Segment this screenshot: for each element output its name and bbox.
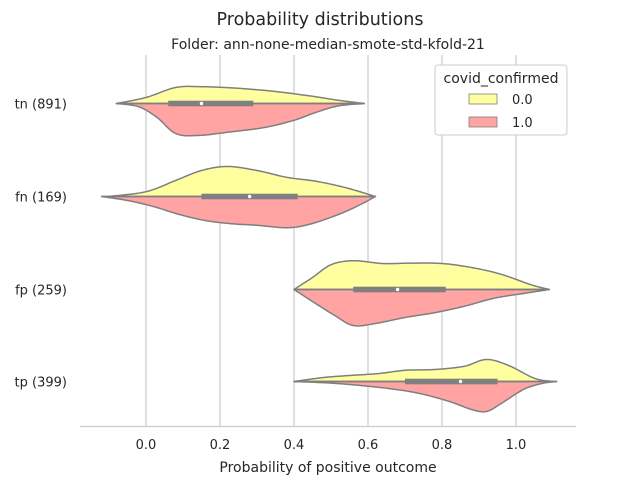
violin-0.0-1 — [108, 165, 377, 198]
inner-boxes — [101, 100, 557, 385]
category-label-1: fn (169) — [15, 191, 67, 206]
violin-1.0-1 — [100, 195, 377, 229]
legend-title: covid_confirmed — [444, 71, 559, 87]
inner-box-3 — [405, 378, 498, 385]
median-marker-1 — [247, 194, 252, 199]
inner-box-0 — [168, 100, 254, 107]
category-label-0: tn (891) — [15, 98, 67, 113]
x-tick-label-1: 0.2 — [210, 438, 231, 453]
legend-swatch-1 — [468, 116, 498, 128]
median-marker-2 — [395, 287, 400, 292]
legend-frame — [434, 64, 568, 136]
violin-0.0-0 — [115, 85, 366, 105]
x-tick-label-0: 0.0 — [136, 438, 157, 453]
legend-label-0: 0.0 — [512, 93, 533, 108]
x-tick-label-5: 1.0 — [506, 438, 527, 453]
violin-0.0-2 — [293, 259, 551, 291]
violin-1.0-0 — [115, 102, 366, 137]
x-tick-label-4: 0.8 — [432, 438, 453, 453]
legend-swatch-0 — [468, 93, 498, 105]
legend-label-1: 1.0 — [512, 116, 533, 131]
x-tick-label-2: 0.4 — [284, 438, 305, 453]
x-tick-label-3: 0.6 — [358, 438, 379, 453]
median-marker-3 — [458, 379, 463, 384]
y-tick-labels: tn (891) fn (169) fp (259) tp (399) — [15, 98, 67, 391]
category-label-2: fp (259) — [15, 284, 67, 299]
category-label-3: tp (399) — [15, 376, 67, 391]
x-tick-labels: 0.0 0.2 0.4 0.6 0.8 1.0 — [136, 438, 527, 453]
violin-0.0-3 — [293, 358, 554, 383]
violin-1.0-3 — [293, 380, 558, 413]
inner-box-2 — [353, 286, 446, 293]
x-axis-label: Probability of positive outcome — [219, 460, 436, 476]
violin-1.0-2 — [293, 288, 551, 327]
violins — [100, 85, 558, 413]
chart-title: Probability distributions — [217, 10, 424, 30]
legend: covid_confirmed 0.0 1.0 — [434, 64, 568, 136]
median-marker-0 — [199, 101, 204, 106]
chart-subtitle: Folder: ann-none-median-smote-std-kfold-… — [171, 37, 485, 53]
